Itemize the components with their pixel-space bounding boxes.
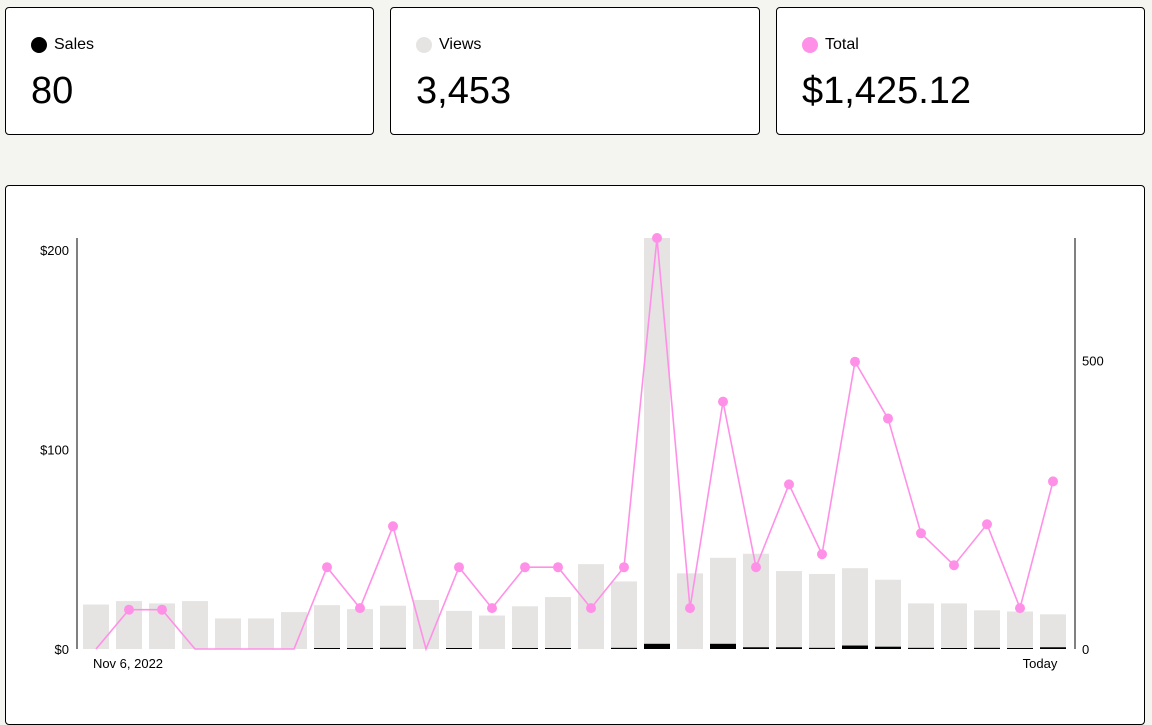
sales-bar: [1040, 647, 1066, 649]
total-point: [124, 604, 134, 615]
total-point: [916, 528, 926, 539]
sales-legend-dot: [31, 37, 47, 53]
sales-views-chart: $0 $100 $200 0 500 Nov 6, 2022 Today: [40, 233, 1104, 671]
total-point: [817, 549, 827, 560]
total-point: [586, 603, 596, 614]
total-value: $1,425.12: [802, 70, 972, 112]
total-legend-dot: [802, 37, 818, 53]
total-point: [751, 562, 761, 573]
views-bar: [380, 605, 406, 649]
left-tick-label: $200: [40, 243, 69, 258]
sales-bar: [809, 647, 835, 649]
total-point: [883, 413, 893, 424]
sales-bar: [512, 648, 538, 649]
total-point: [388, 521, 398, 532]
sales-bar: [446, 648, 472, 649]
views-bar: [908, 603, 934, 649]
views-bar: [974, 610, 1000, 649]
views-bar: [776, 571, 802, 649]
sales-bar: [710, 643, 736, 649]
sales-bar: [644, 643, 670, 649]
sales-bar: [380, 647, 406, 649]
views-bar: [710, 557, 736, 649]
views-bar: [182, 601, 208, 649]
views-bar: [875, 579, 901, 649]
total-point: [322, 562, 332, 573]
views-bar: [83, 604, 109, 649]
sales-bar: [545, 648, 571, 649]
views-bar: [1040, 614, 1066, 649]
sales-bar: [314, 648, 340, 649]
total-point: [1048, 476, 1058, 487]
views-bar: [809, 573, 835, 649]
sales-label: Sales: [54, 36, 95, 53]
total-point: [685, 603, 695, 614]
views-bar: [248, 618, 274, 649]
right-tick-label: 500: [1082, 353, 1104, 368]
total-point: [157, 604, 167, 615]
left-tick-label: $0: [55, 642, 69, 657]
sales-bar: [611, 647, 637, 649]
views-bar: [842, 568, 868, 649]
views-bar: [347, 609, 373, 649]
sales-bar: [908, 647, 934, 649]
sales-card: Sales 80: [5, 7, 374, 135]
total-card: Total $1,425.12: [776, 7, 1145, 135]
sales-bar: [875, 646, 901, 649]
total-line: [95, 237, 1054, 652]
sales-bar: [776, 647, 802, 649]
views-bar: [215, 618, 241, 649]
sales-bar: [842, 645, 868, 649]
views-bar: [413, 599, 439, 649]
sales-bar: [941, 648, 967, 649]
views-legend-dot: [416, 37, 432, 53]
sales-bar: [347, 648, 373, 649]
sales-bar: [743, 647, 769, 649]
views-bar: [545, 597, 571, 649]
views-bar: [314, 605, 340, 649]
total-point: [784, 479, 794, 490]
views-bar: [446, 610, 472, 649]
sales-value: 80: [31, 70, 74, 112]
x-end-label: Today: [1023, 656, 1058, 671]
total-point: [520, 562, 530, 573]
views-label: Views: [439, 36, 482, 53]
total-point: [355, 603, 365, 614]
sales-bar: [974, 647, 1000, 649]
sales-bar: [1007, 648, 1033, 649]
total-point: [850, 356, 860, 367]
total-point: [718, 396, 728, 407]
x-start-label: Nov 6, 2022: [93, 656, 163, 671]
total-point: [454, 562, 464, 573]
total-point: [982, 519, 992, 530]
views-bar: [479, 615, 505, 649]
views-bar: [611, 581, 637, 649]
views-value: 3,453: [416, 70, 512, 112]
total-point: [487, 603, 497, 614]
views-bar: [281, 612, 307, 649]
total-point: [949, 560, 959, 571]
chart-panel: $0 $100 $200 0 500 Nov 6, 2022 Today: [5, 185, 1145, 725]
views-bar: [512, 606, 538, 649]
total-point: [1015, 603, 1025, 614]
views-bar: [941, 603, 967, 649]
total-point: [652, 233, 662, 243]
left-tick-label: $100: [40, 442, 69, 457]
views-card: Views 3,453: [390, 7, 760, 135]
views-bar: [644, 238, 670, 649]
views-bar: [1007, 611, 1033, 649]
total-point: [619, 562, 629, 573]
total-point: [553, 562, 563, 573]
total-label: Total: [825, 36, 859, 53]
right-tick-label: 0: [1082, 642, 1089, 657]
